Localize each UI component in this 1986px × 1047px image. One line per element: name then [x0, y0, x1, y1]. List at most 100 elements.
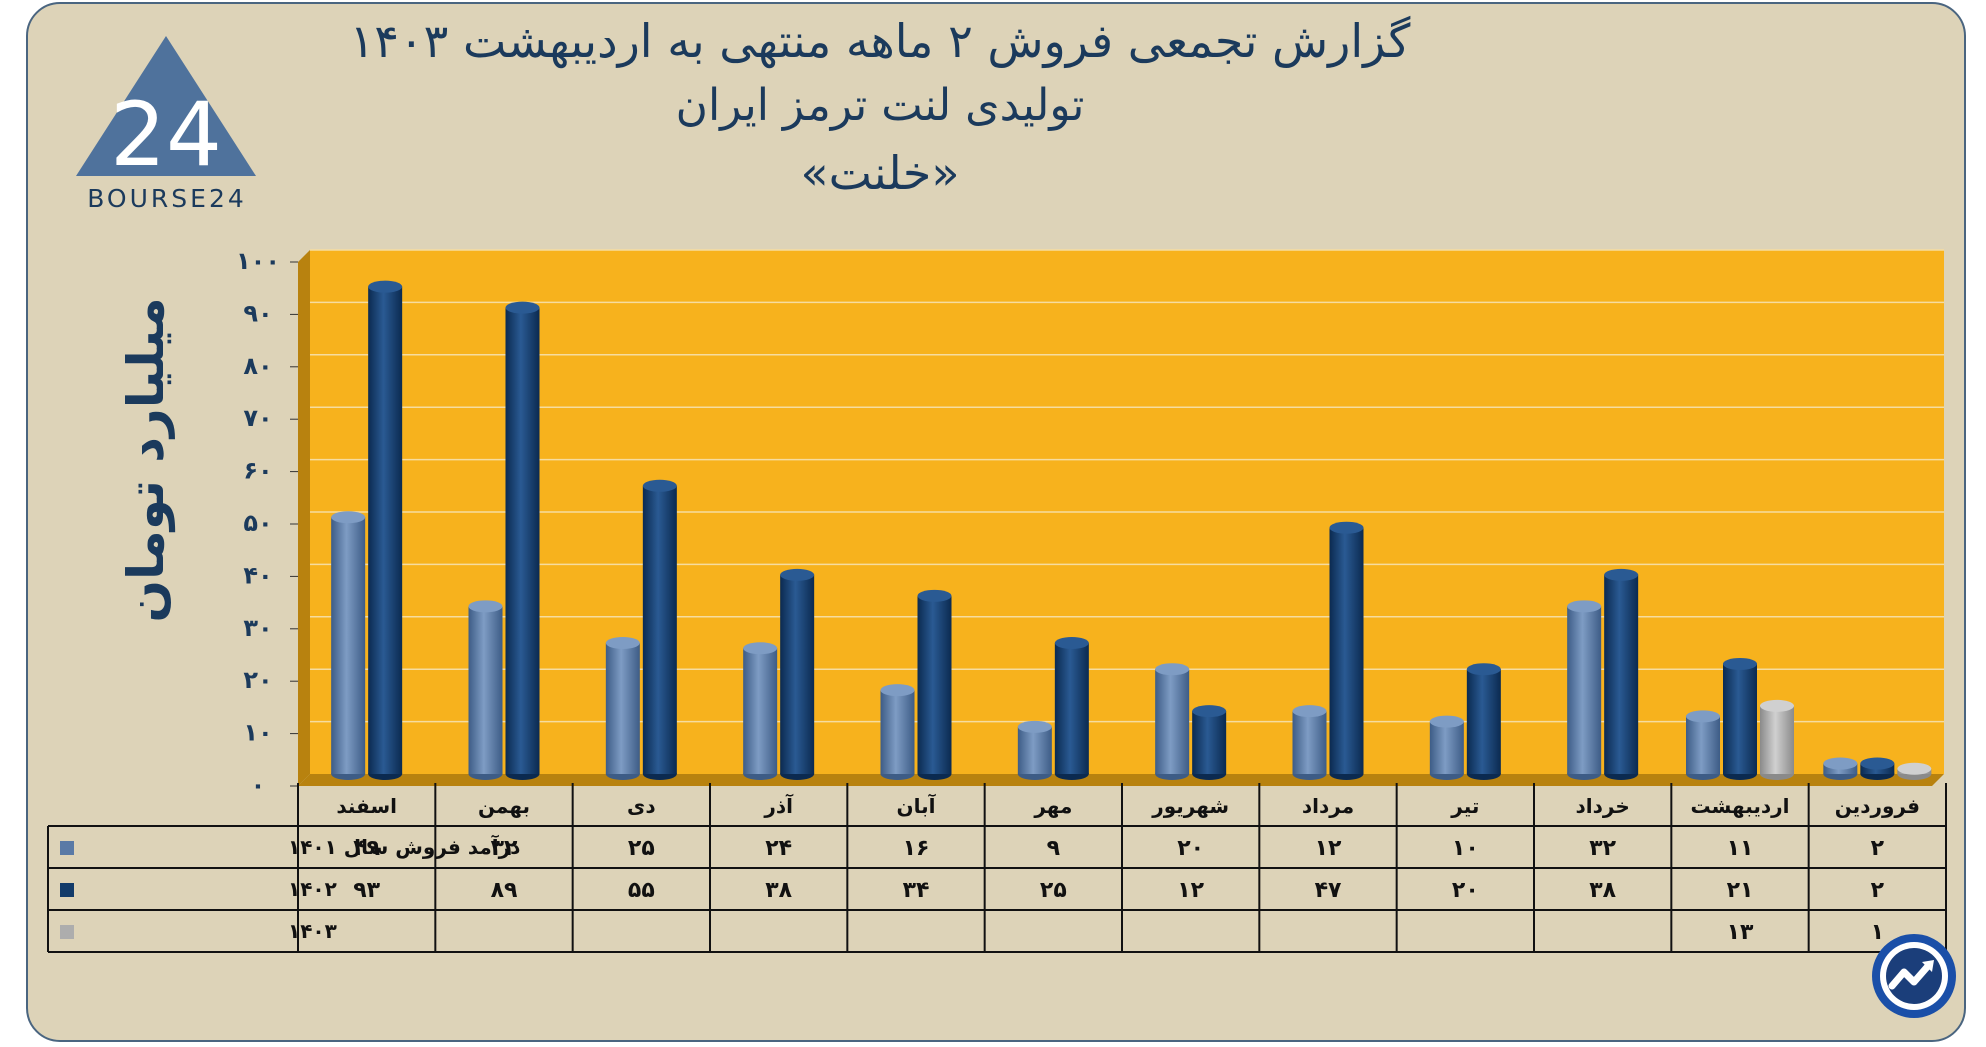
data-label: ۱۲ — [1315, 836, 1342, 861]
x-tick-label: خرداد — [1576, 794, 1630, 818]
bar-2-5 — [1329, 521, 1364, 780]
bar-top — [1429, 715, 1464, 728]
x-tick-label: بهمن — [478, 794, 530, 818]
trend-chart-icon — [1872, 934, 1956, 1018]
bar-top — [368, 280, 403, 293]
bar-2-3 — [1604, 568, 1639, 780]
bar-body — [605, 643, 640, 774]
bar-1-3 — [1567, 600, 1602, 780]
data-label: ۹ — [1047, 836, 1060, 861]
bar-2-1 — [1860, 757, 1895, 780]
legend-label: ۱۴۰۳ — [288, 919, 337, 943]
y-tick-label: ۹۰ — [243, 299, 272, 327]
bar-body — [1329, 527, 1364, 774]
data-label: ۴۹ — [353, 836, 380, 861]
bar-top — [743, 642, 778, 655]
bar-body — [642, 485, 677, 774]
bar-2-11 — [505, 301, 540, 780]
bar-body — [368, 286, 403, 774]
company-name: «خلنت» — [800, 146, 960, 200]
bar-1-5 — [1292, 705, 1327, 780]
legend-label: ۱۴۰۲ — [288, 877, 337, 901]
bar-body — [331, 517, 366, 774]
bar-top — [1760, 699, 1794, 712]
logo-text: BOURSE24 — [87, 184, 247, 213]
bar-3-2 — [1760, 699, 1794, 780]
bar-body — [1466, 669, 1501, 774]
x-tick-label: اردیبهشت — [1690, 794, 1789, 818]
data-label: ۳۸ — [765, 878, 792, 903]
bar-body — [468, 606, 503, 774]
bar-body — [780, 574, 815, 774]
bar-body — [1155, 669, 1190, 774]
data-label: ۱۳ — [1727, 920, 1754, 945]
bar-body — [1723, 663, 1757, 774]
bar-2-10 — [642, 479, 677, 780]
data-label: ۳۲ — [1589, 836, 1616, 861]
data-label: ۲ — [1871, 878, 1885, 903]
bar-top — [1017, 720, 1052, 733]
x-tick-label: اسفند — [336, 794, 397, 818]
bar-1-9 — [743, 642, 778, 780]
bar-1-10 — [605, 637, 640, 780]
y-tick-label: ۸۰ — [243, 352, 272, 380]
legend-label: درآمد فروش سال ۱۴۰۱ — [288, 834, 520, 859]
bar-1-12 — [331, 511, 366, 780]
data-label: ۹۳ — [353, 878, 380, 903]
y-tick-label: ۳۰ — [243, 614, 272, 642]
data-label: ۱۶ — [903, 836, 930, 861]
bar-1-7 — [1017, 720, 1052, 780]
bar-1-11 — [468, 600, 503, 780]
y-tick-label: ۴۰ — [243, 561, 272, 589]
data-label: ۱۲ — [1177, 878, 1204, 903]
bar-2-12 — [368, 280, 403, 780]
data-label: ۳۲ — [491, 836, 518, 861]
bar-body — [880, 690, 915, 774]
data-label: ۲۰ — [1452, 878, 1479, 903]
data-label: ۲۵ — [1040, 878, 1067, 903]
data-label: ۳۴ — [903, 878, 930, 903]
bar-2-7 — [1054, 637, 1089, 780]
y-tick-label: ۰ — [251, 771, 266, 799]
bar-body — [1292, 711, 1327, 774]
logo-mark: 24 — [110, 83, 222, 186]
bar-body — [1604, 574, 1639, 774]
bar-2-9 — [780, 568, 815, 780]
data-label: ۱۱ — [1727, 836, 1754, 861]
bar-1-2 — [1686, 710, 1720, 780]
bar-body — [1017, 726, 1052, 774]
data-label: ۴۷ — [1315, 878, 1342, 903]
chart-subtitle: تولیدی لنت ترمز ایران — [675, 80, 1085, 131]
x-tick-label: فروردین — [1835, 794, 1920, 818]
bar-top — [1567, 600, 1602, 613]
data-label: ۲۵ — [628, 836, 655, 861]
data-label: ۱۰ — [1452, 836, 1479, 861]
x-tick-label: مهر — [1033, 794, 1072, 818]
bar-top — [1723, 657, 1757, 670]
bar-body — [1686, 716, 1720, 774]
bar-3-1 — [1897, 762, 1932, 780]
data-label: ۸۹ — [491, 878, 518, 903]
data-label: ۱ — [1871, 920, 1884, 945]
data-label: ۲۰ — [1177, 836, 1204, 861]
x-tick-label: شهریور — [1151, 794, 1229, 818]
data-label: ۳۸ — [1589, 878, 1616, 903]
data-label: ۵۵ — [628, 878, 655, 903]
bar-top — [1604, 568, 1639, 581]
bar-top — [1329, 521, 1364, 534]
x-tick-label: تیر — [1450, 794, 1479, 818]
y-tick-label: ۶۰ — [243, 457, 272, 485]
bar-2-2 — [1723, 657, 1757, 780]
bar-top — [1860, 757, 1895, 770]
bar-1-4 — [1429, 715, 1464, 780]
bar-top — [780, 568, 815, 581]
x-tick-label: آذر — [763, 793, 794, 818]
bar-body — [917, 595, 952, 774]
y-tick-label: ۲۰ — [243, 666, 272, 694]
y-tick-label: ۱۰۰ — [236, 247, 280, 275]
y-tick-label: ۵۰ — [243, 509, 272, 537]
legend-swatch — [60, 841, 74, 855]
chart-title: گزارش تجمعی فروش ۲ ماهه منتهی به اردیبهش… — [349, 14, 1411, 68]
data-label: ۲۴ — [765, 836, 792, 861]
